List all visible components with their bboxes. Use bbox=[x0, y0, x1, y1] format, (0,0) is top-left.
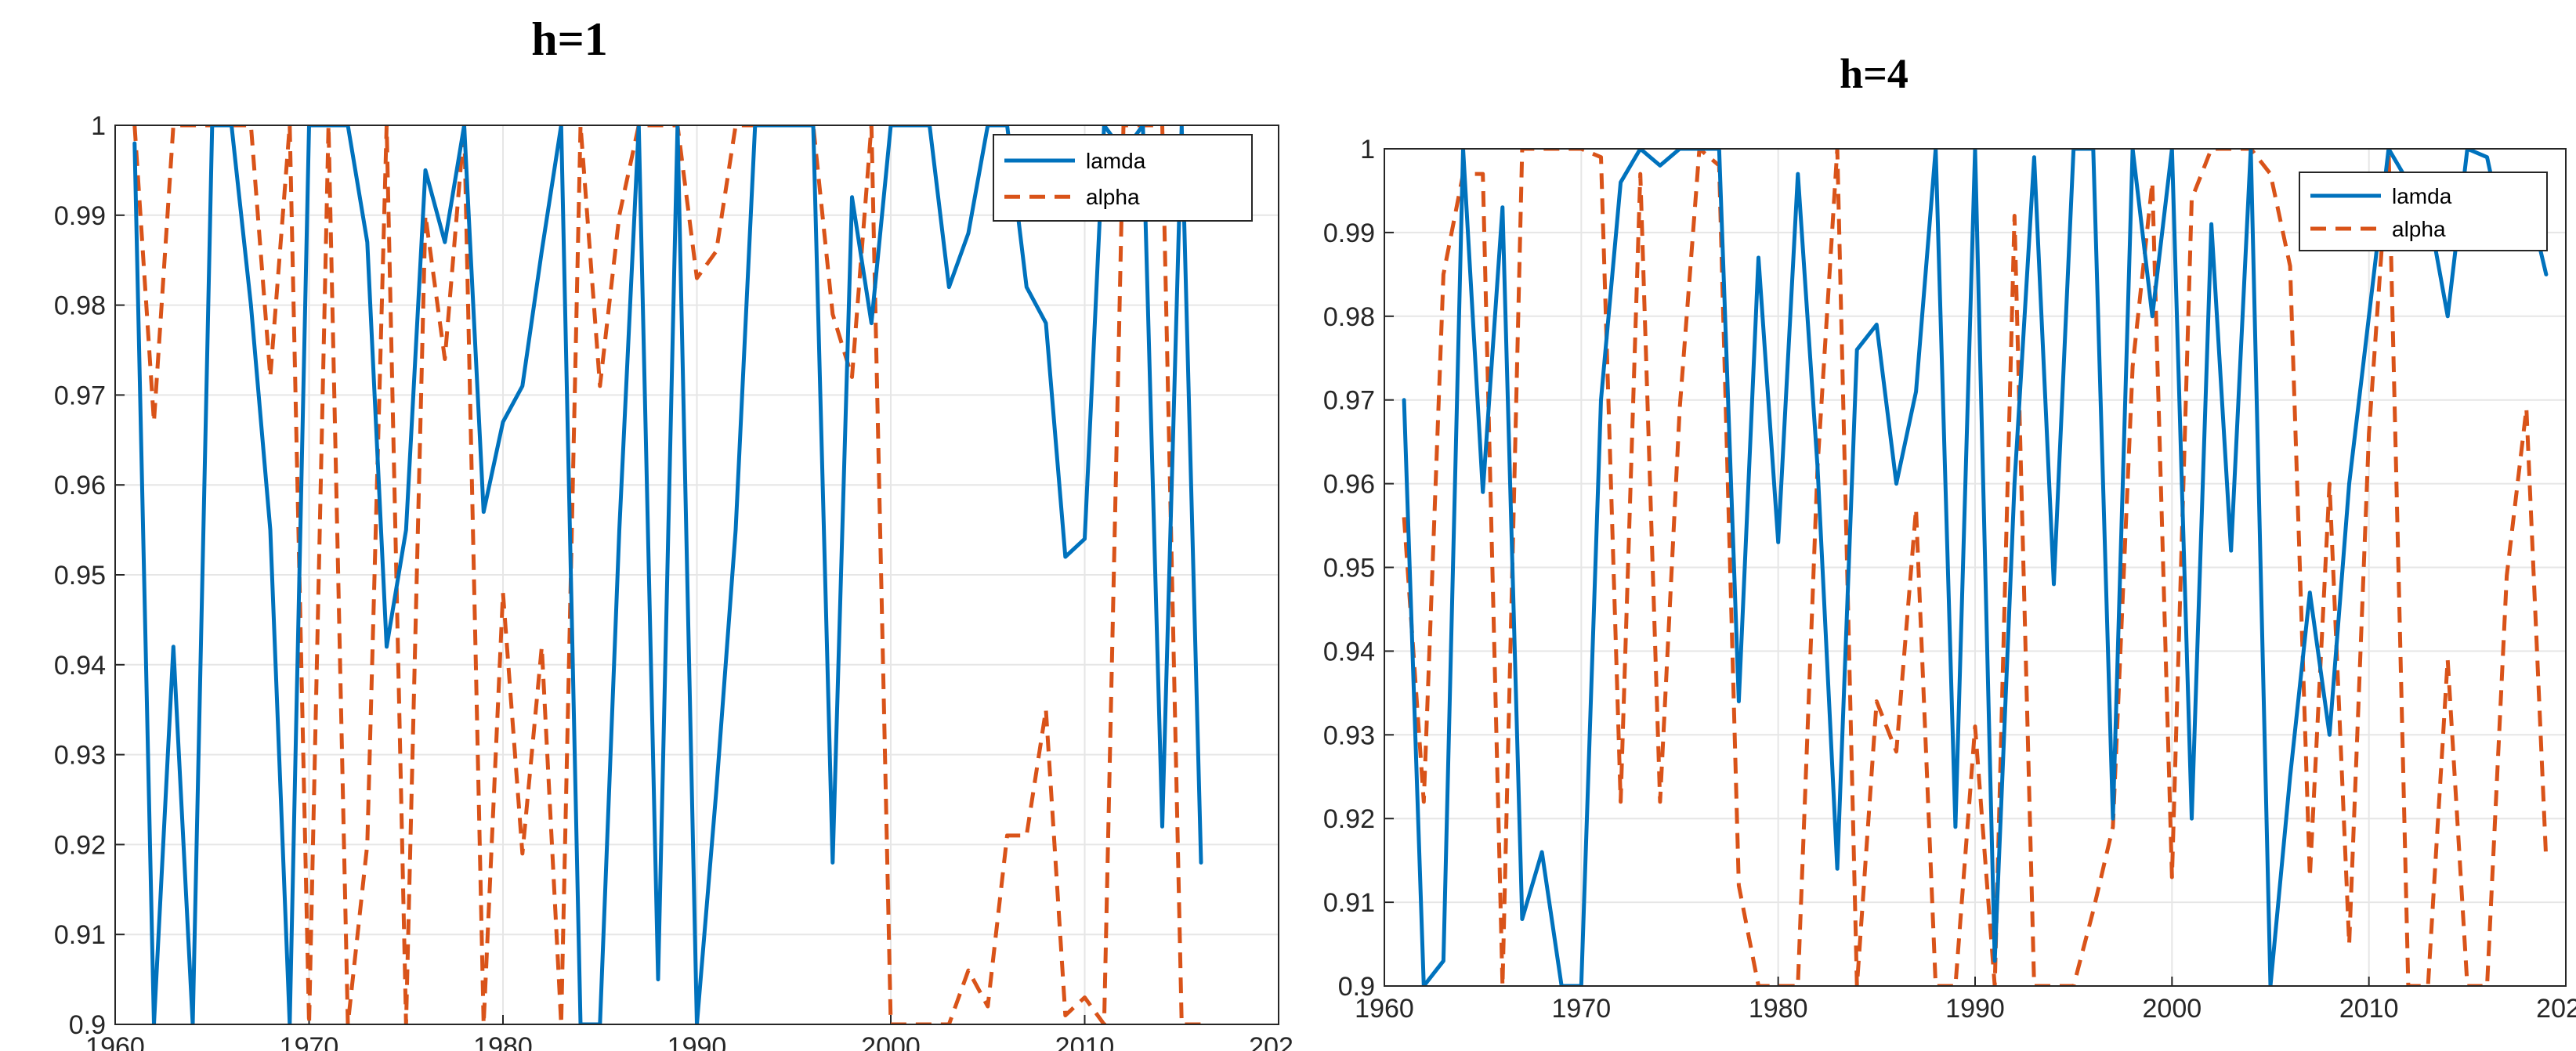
chart1-x-tick-label: 1960 bbox=[1355, 994, 1414, 1024]
chart1-y-tick-label: 0.92 bbox=[1323, 804, 1375, 834]
chart0-y-tick-label: 1 bbox=[91, 111, 106, 141]
chart1-y-tick-label: 0.95 bbox=[1323, 554, 1375, 583]
chart0-y-tick-label: 0.98 bbox=[54, 291, 106, 321]
chart1-title: h=4 bbox=[1840, 50, 1908, 97]
chart1-legend-box bbox=[2299, 172, 2548, 251]
chart0-y-tick-label: 0.96 bbox=[54, 471, 106, 500]
chart1-legend-label-lamda: lamda bbox=[2392, 184, 2452, 208]
chart1-x-tick-label: 1970 bbox=[1552, 994, 1612, 1024]
chart1-y-tick-label: 0.91 bbox=[1323, 888, 1375, 918]
chart0-y-tick-label: 0.99 bbox=[54, 201, 106, 231]
chart0-y-tick-label: 0.9 bbox=[69, 1010, 106, 1040]
chart0-y-tick-label: 0.94 bbox=[54, 651, 106, 681]
chart1-y-tick-label: 0.9 bbox=[1338, 972, 1375, 1002]
chart1-y-tick-label: 1 bbox=[1360, 135, 1375, 164]
chart0-x-tick-label: 1960 bbox=[85, 1032, 145, 1051]
chart1-x-tick-label: 1980 bbox=[1749, 994, 1808, 1024]
chart0-y-tick-label: 0.92 bbox=[54, 830, 106, 860]
chart0-axes-box bbox=[114, 125, 1279, 1025]
chart1-legend-label-alpha: alpha bbox=[2392, 217, 2446, 241]
chart0-x-tick-label: 1970 bbox=[280, 1032, 339, 1051]
chart0-y-tick-label: 0.97 bbox=[54, 381, 106, 410]
chart0-legend-box bbox=[993, 134, 1253, 222]
chart1-series-alpha bbox=[1402, 149, 2549, 986]
chart1-legend: lamda alpha bbox=[2299, 172, 2548, 251]
chart1-y-tick-label: 0.96 bbox=[1323, 470, 1375, 500]
chart0-series-group bbox=[132, 125, 1203, 1024]
chart0-legend-label-alpha: alpha bbox=[1086, 185, 1140, 209]
chart1-y-tick-label: 0.93 bbox=[1323, 721, 1375, 750]
chart0-y-tick-label: 0.93 bbox=[54, 741, 106, 771]
chart1-x-tick-label: 2010 bbox=[2339, 994, 2399, 1024]
chart1-x-tick-label: 1990 bbox=[1945, 994, 2005, 1024]
chart1-y-tick-label: 0.98 bbox=[1323, 302, 1375, 332]
chart0-x-tick-label: 1990 bbox=[668, 1032, 727, 1051]
chart0-title: h=1 bbox=[531, 13, 608, 65]
chart1-axes-box bbox=[1384, 148, 2567, 987]
chart0-legend-label-lamda: lamda bbox=[1086, 149, 1146, 173]
chart0-x-tick-label: 1980 bbox=[473, 1032, 533, 1051]
chart1-y-tick-label: 0.94 bbox=[1323, 637, 1375, 666]
chart0-y-tick-label: 0.95 bbox=[54, 561, 106, 591]
chart1-y-tick-label: 0.99 bbox=[1323, 219, 1375, 248]
chart1-series-group bbox=[1402, 149, 2549, 986]
chart1-series-lamda bbox=[1402, 149, 2549, 986]
chart0-series-lamda bbox=[132, 125, 1203, 1024]
chart0-x-tick-label: 2010 bbox=[1055, 1032, 1115, 1051]
chart0-legend: lamda alpha bbox=[993, 134, 1253, 222]
chart1-x-tick-label: 2000 bbox=[2143, 994, 2202, 1024]
chart0-y-tick-label: 0.91 bbox=[54, 920, 106, 950]
chart1-y-tick-label: 0.97 bbox=[1323, 386, 1375, 416]
chart0-x-tick-label: 2000 bbox=[861, 1032, 921, 1051]
